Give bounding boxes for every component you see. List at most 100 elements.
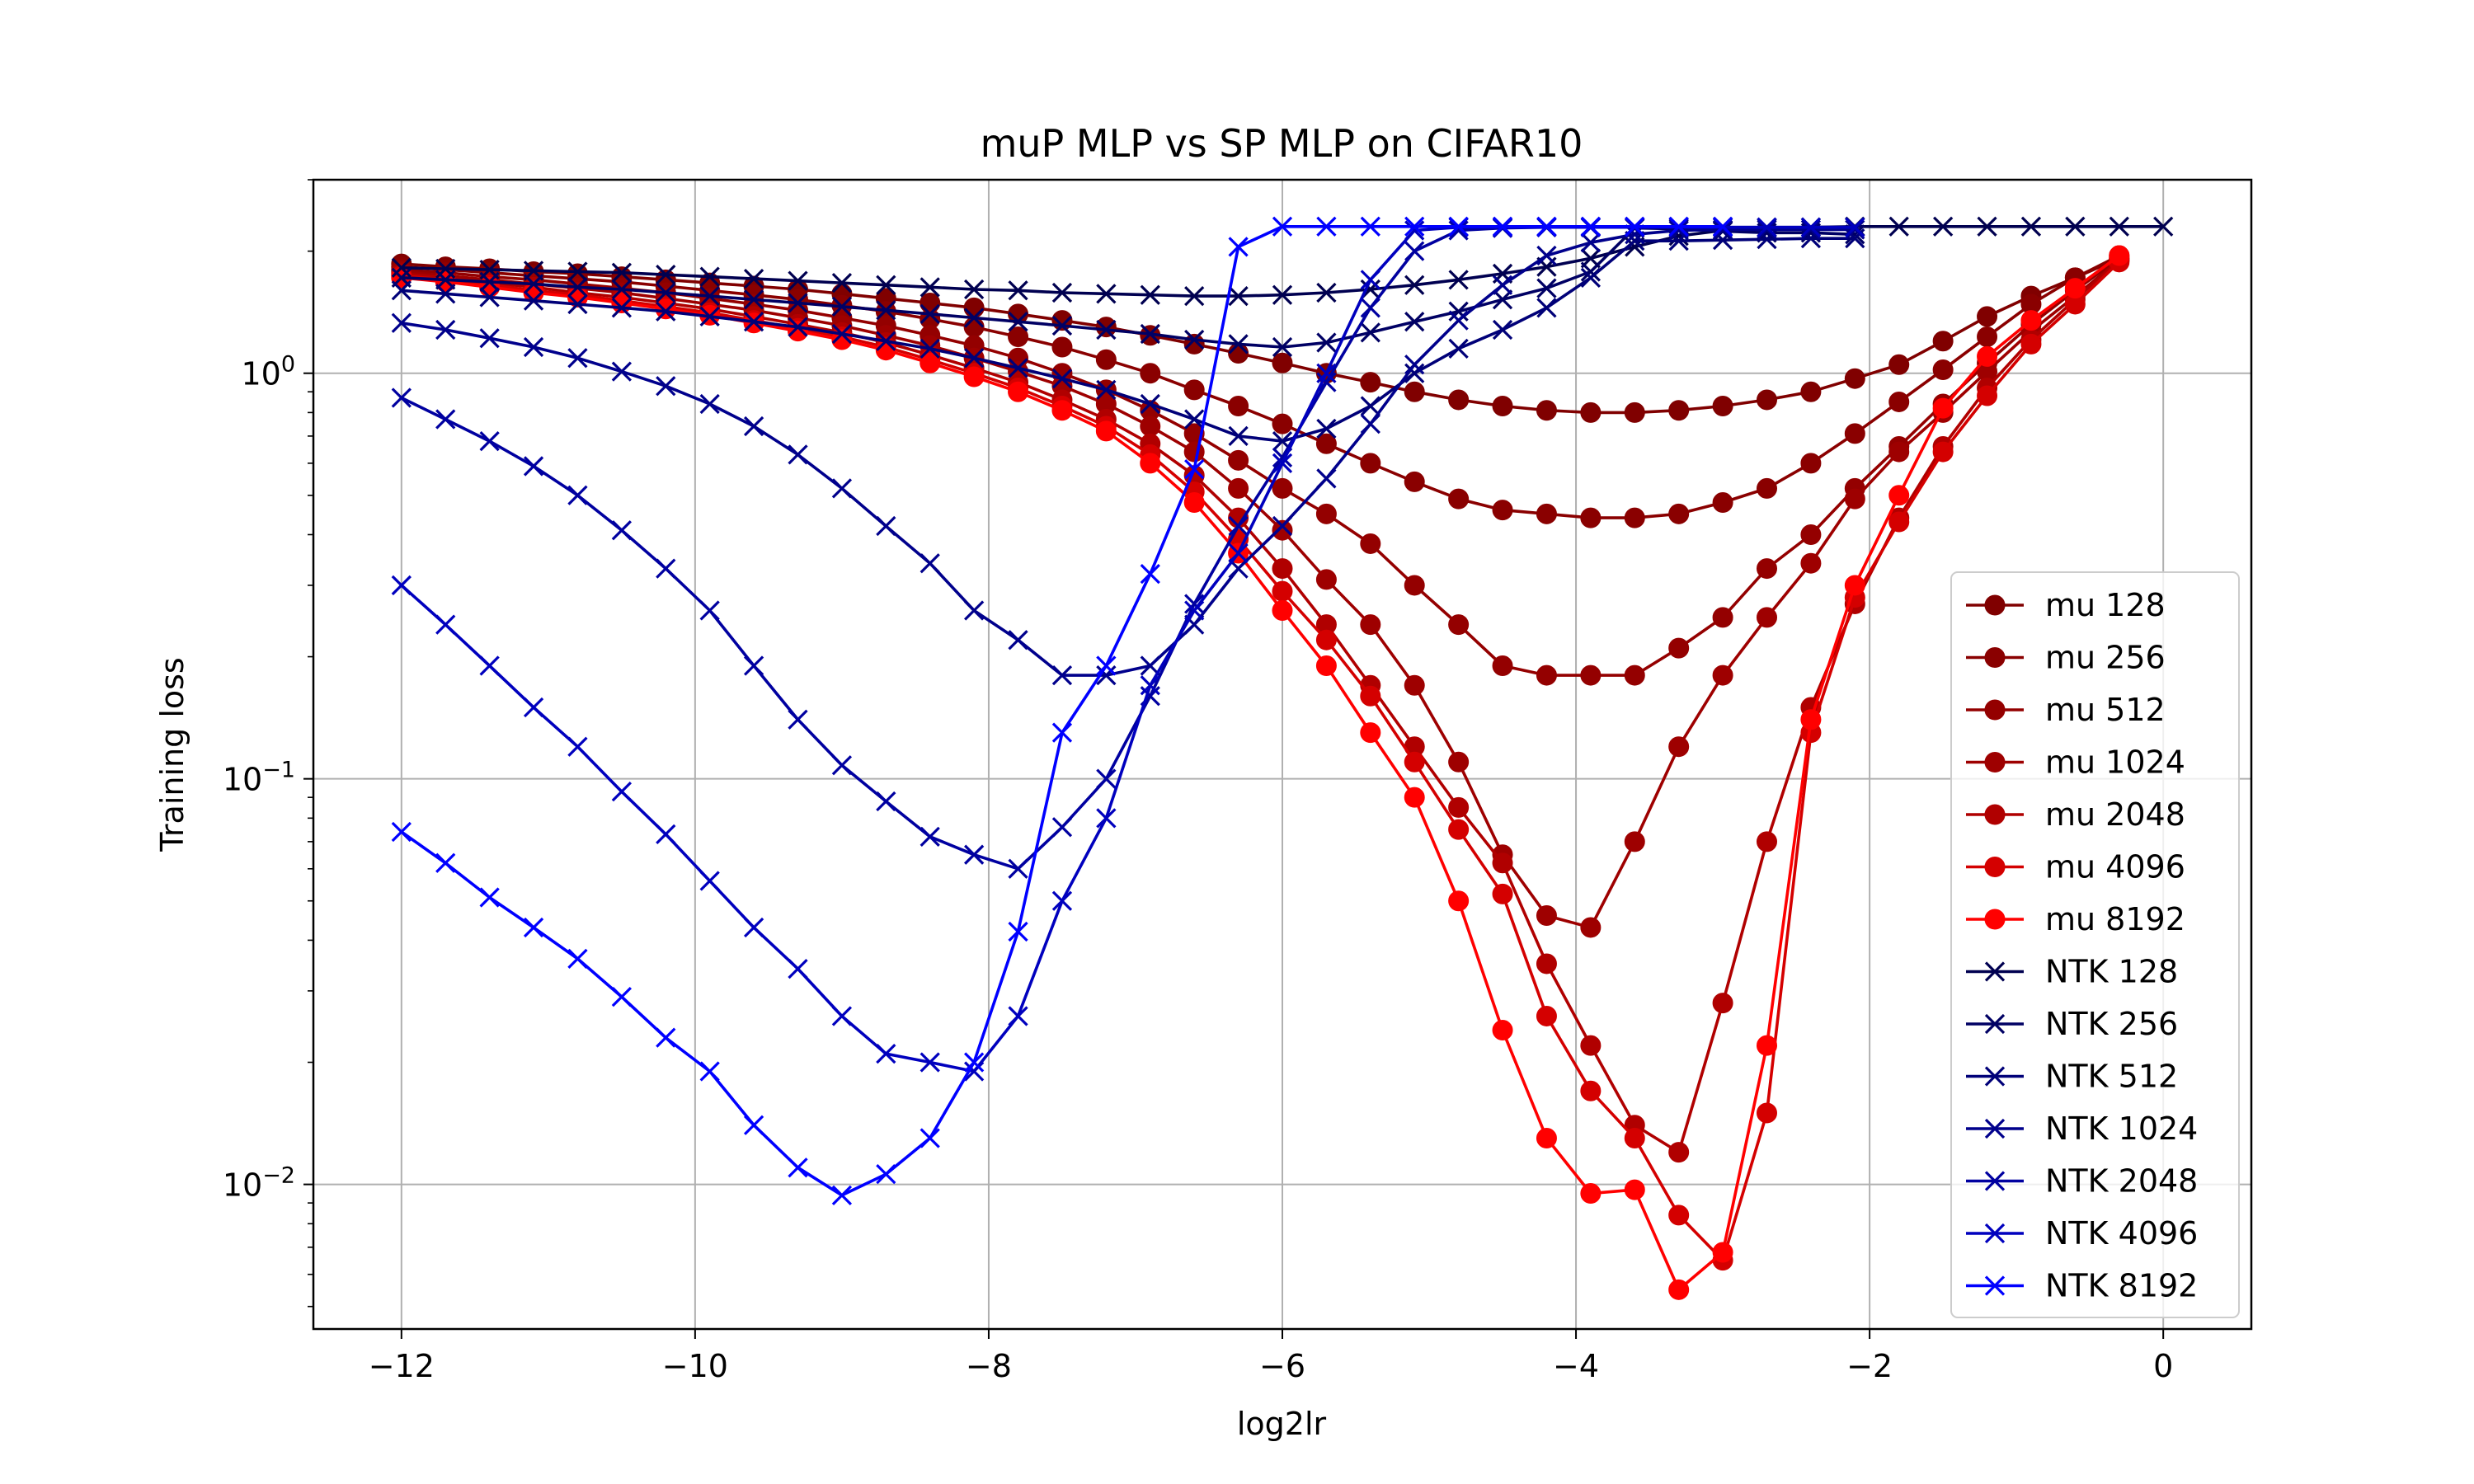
series-line-ntk-1024 [401,228,1856,677]
data-point-ntk-8192-stroke [479,887,500,908]
data-point-mu-256 [1228,396,1249,417]
data-point-ntk-1024-stroke [788,444,808,465]
data-point-mu-1024 [1315,569,1337,590]
data-point-ntk-1024 [479,328,500,349]
data-point-mu-8192 [1668,1279,1690,1300]
data-point-ntk-4096-stroke [1096,808,1117,829]
data-point-ntk-8192-stroke [1008,921,1028,942]
data-point-mu-128 [1844,368,1865,389]
data-point-ntk-256 [743,289,764,310]
data-point-ntk-512-stroke [523,290,544,311]
legend-swatch-marker [1984,1275,2006,1296]
data-point-mu-256 [1624,507,1645,528]
data-point-ntk-1024 [788,444,808,465]
data-point-ntk-2048-stroke [876,791,896,812]
data-point-ntk-512-stroke [1184,409,1205,430]
data-point-ntk-1024 [1404,355,1425,375]
data-point-ntk-1024-stroke [656,376,676,397]
data-point-mu-8192 [920,352,941,373]
data-point-mu-128 [1095,317,1117,338]
data-point-ntk-8192 [1316,216,1337,237]
y-tick-base: 10 [223,762,262,798]
data-point-mu-1024 [1228,477,1249,499]
data-point-ntk-512-stroke [1228,425,1249,447]
data-point-mu-256 [1844,423,1865,444]
data-point-mu-8192 [655,298,676,320]
data-point-ntk-128 [1272,284,1293,305]
data-point-ntk-1024-stroke [1536,245,1557,266]
data-point-ntk-1024 [1272,515,1293,537]
data-point-ntk-8192 [964,1052,985,1073]
data-point-mu-1024 [1404,674,1425,696]
data-point-ntk-128 [1977,216,1997,237]
data-point-ntk-512-stroke [1096,379,1117,400]
data-point-ntk-8192 [1404,216,1425,237]
data-point-ntk-512 [699,306,720,327]
data-point-ntk-1024-stroke [699,393,720,415]
series-line-mu-4096 [401,261,2121,1262]
data-point-ntk-8192 [1272,216,1293,237]
data-point-ntk-256 [1492,289,1513,310]
data-point-mu-512 [1272,477,1293,499]
data-point-ntk-2048-stroke [523,456,544,477]
data-point-ntk-2048 [1404,241,1425,261]
data-point-mu-8192 [2109,245,2130,266]
data-point-mu-128 [1932,331,1954,352]
data-point-ntk-128-stroke [2153,216,2174,237]
data-point-ntk-2048 [699,600,720,621]
data-point-ntk-4096-stroke [1184,600,1205,621]
data-point-ntk-1024 [920,553,940,574]
data-point-ntk-4096-stroke [699,871,720,891]
data-point-mu-8192 [963,366,985,387]
data-point-mu-256 [963,317,985,338]
series-ntk-1024 [391,219,1865,686]
data-point-mu-4096 [2020,333,2042,355]
data-point-ntk-1024-stroke [1140,655,1160,676]
data-point-ntk-1024 [1360,414,1380,434]
legend-swatch-marker [1984,1013,2006,1035]
data-point-ntk-8192-stroke [391,821,412,843]
data-point-ntk-1024 [1096,665,1117,686]
data-point-ntk-2048-stroke [920,826,940,847]
data-point-ntk-8192 [1448,216,1469,237]
data-point-ntk-2048-stroke [1404,241,1425,261]
data-point-mu-256 [1095,349,1117,370]
data-point-ntk-256-stroke [656,282,676,303]
data-point-ntk-4096 [1008,1006,1028,1026]
data-point-ntk-4096-stroke [611,782,632,802]
data-point-ntk-1024 [1712,219,1733,240]
data-point-ntk-1024-stroke [567,348,588,369]
data-point-ntk-8192 [743,1115,764,1135]
data-point-ntk-4096-stroke [876,1043,896,1064]
data-point-ntk-2048-stroke [788,709,808,730]
data-point-ntk-2048-stroke [435,409,456,430]
data-point-ntk-256 [567,277,588,298]
data-point-ntk-4096 [1140,675,1160,696]
data-point-ntk-1024-stroke [479,328,500,349]
data-point-mu-128 [1360,372,1381,393]
data-point-ntk-512-stroke [656,301,676,322]
plot-area [391,216,2174,1300]
data-point-ntk-4096 [1228,542,1249,564]
data-point-ntk-2048-stroke [391,387,412,408]
data-point-ntk-2048-stroke [1184,594,1205,614]
data-point-ntk-512-stroke [567,294,588,315]
data-point-ntk-256-stroke [964,308,985,328]
data-point-ntk-512 [1492,319,1513,340]
data-point-ntk-256 [1140,323,1160,345]
data-point-ntk-2048 [743,655,764,676]
data-point-mu-8192 [1272,600,1293,622]
data-point-ntk-512 [1008,358,1028,378]
data-point-ntk-8192 [788,1158,808,1178]
legend-swatch-marker-stroke [1984,961,2006,982]
data-point-ntk-256-stroke [479,271,500,293]
data-point-ntk-512-stroke [1404,363,1425,383]
data-point-mu-512 [1448,614,1470,636]
x-tick-label: 0 [2153,1348,2173,1384]
legend-item-ntk-256: NTK 256 [1966,1006,2178,1042]
data-point-ntk-4096-stroke [788,959,808,979]
data-point-ntk-4096 [1757,217,1777,237]
legend-swatch-marker-stroke [1984,1118,2006,1139]
data-point-ntk-512 [1140,393,1160,415]
